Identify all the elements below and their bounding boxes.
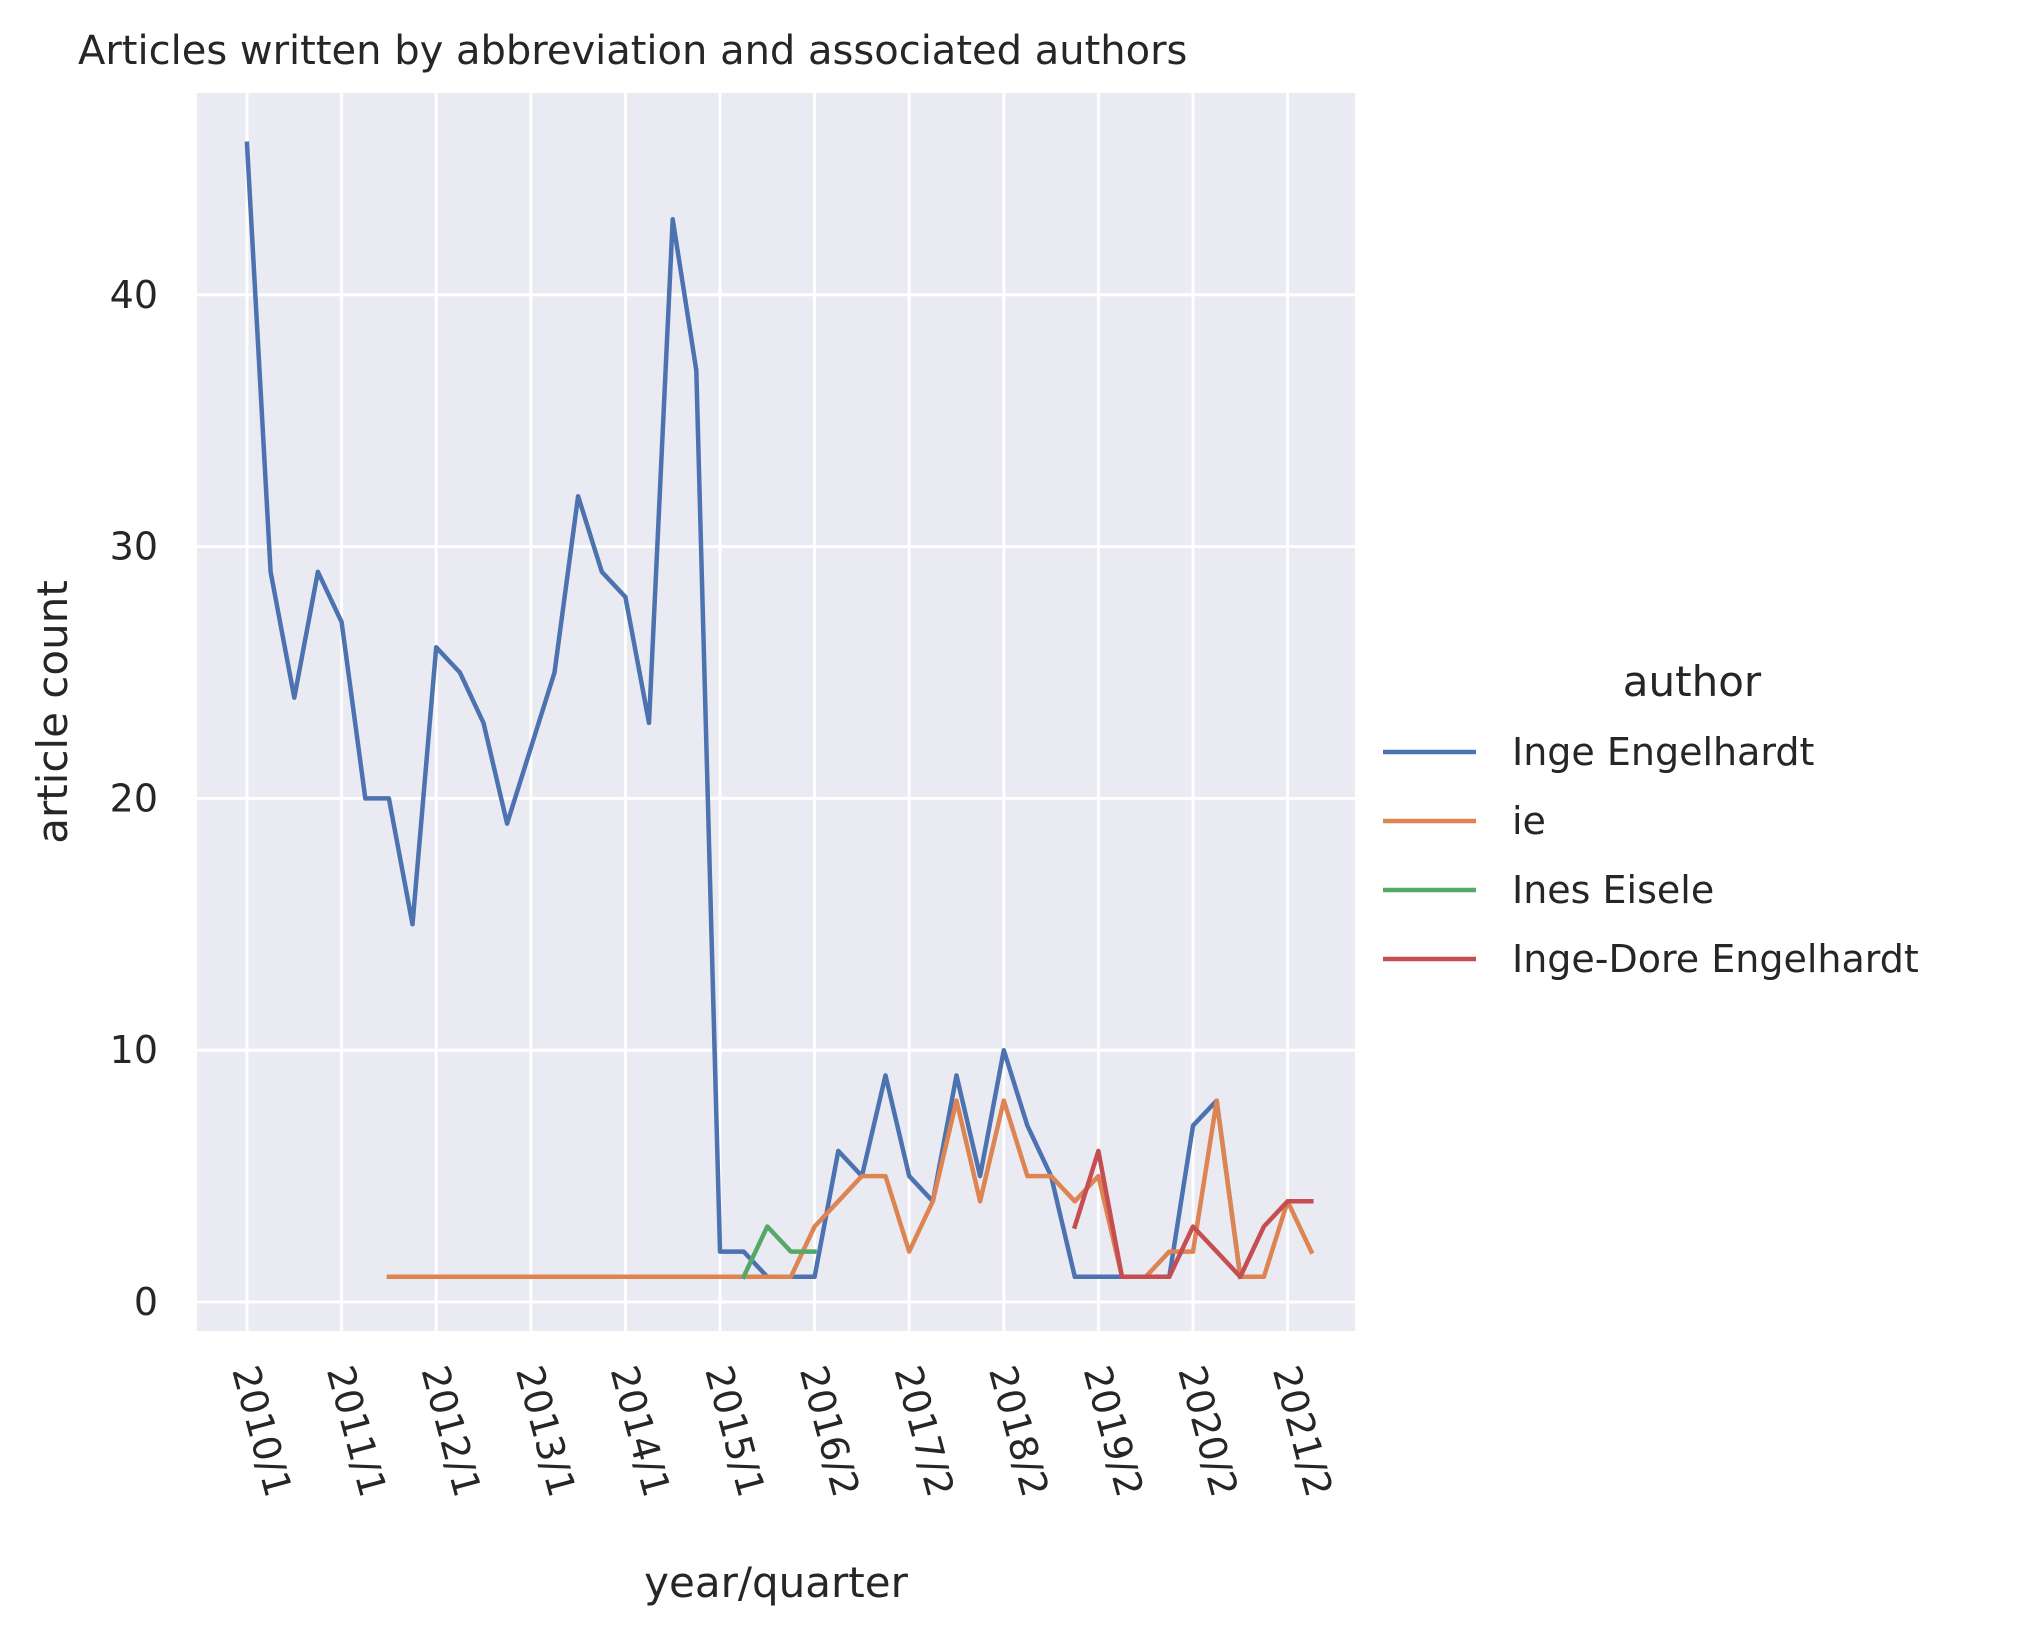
y-tick-label: 40	[110, 273, 158, 317]
grid-lines	[197, 93, 1355, 1331]
y-tick-label: 30	[110, 525, 158, 569]
legend-label: ie	[1512, 799, 1546, 843]
x-tick-label: 2012/1	[413, 1361, 490, 1502]
x-tick-label: 2018/2	[980, 1361, 1057, 1502]
y-axis-title: article count	[28, 580, 77, 844]
series-line-0	[244, 141, 1243, 1280]
legend-label: Inge-Dore Engelhardt	[1512, 937, 1919, 981]
series-line-2	[740, 1224, 817, 1280]
x-tick-label: 2019/2	[1075, 1361, 1152, 1502]
legend: author Inge Engelhardt ie Ines Eisele Inge-…	[1383, 657, 1919, 981]
x-tick-label: 2017/2	[886, 1361, 963, 1502]
x-tick-label: 2011/1	[318, 1361, 395, 1502]
plot-background	[197, 93, 1355, 1331]
legend-title: author	[1623, 657, 1762, 706]
series-line-1	[386, 1098, 1315, 1280]
series-lines	[244, 141, 1315, 1280]
x-tick-label: 2021/2	[1264, 1361, 1341, 1502]
x-tick-label: 2020/2	[1169, 1361, 1246, 1502]
y-tick-label: 10	[110, 1028, 158, 1072]
y-tick-label: 20	[110, 776, 158, 820]
x-tick-labels: 2010/1 2011/1 2012/1 2013/1 2014/1 2015/1 2016…	[223, 1361, 1341, 1502]
legend-label: Ines Eisele	[1512, 868, 1714, 912]
x-tick-label: 2015/1	[696, 1361, 773, 1502]
chart-title: Articles written by abbreviation and ass…	[78, 28, 1187, 74]
legend-label: Inge Engelhardt	[1512, 730, 1814, 774]
y-tick-label: 0	[134, 1280, 158, 1324]
x-tick-label: 2016/2	[791, 1361, 868, 1502]
x-axis-title: year/quarter	[644, 1558, 908, 1607]
x-tick-label: 2013/1	[507, 1361, 584, 1502]
y-tick-labels: 0 10 20 30 40	[110, 273, 158, 1324]
x-tick-label: 2010/1	[223, 1361, 300, 1502]
x-tick-label: 2014/1	[602, 1361, 679, 1502]
series-line-3	[1071, 1148, 1314, 1280]
